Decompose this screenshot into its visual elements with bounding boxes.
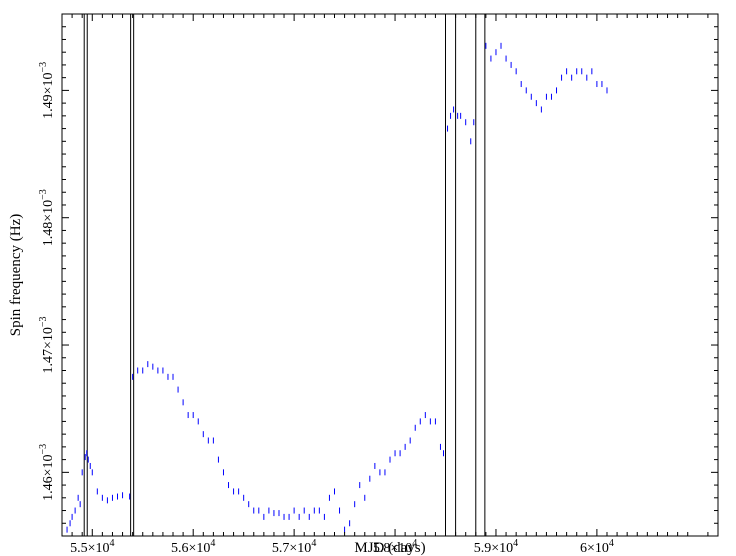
x-tick-label: 6×104 bbox=[580, 538, 614, 556]
y-axis-ticks: 1.46×10−3 1.47×10−3 1.48×10−3 1.49×10−3 bbox=[38, 13, 718, 537]
y-tick-label: 1.47×10−3 bbox=[38, 317, 56, 374]
y-tick-label: 1.49×10−3 bbox=[38, 62, 56, 119]
x-axis-ticks: 5.5×104 5.6×104 5.7×104 5.8×104 5.9×104 6×104 bbox=[61, 14, 719, 556]
y-tick-label: 1.46×10−3 bbox=[38, 444, 56, 501]
glitch-lines bbox=[83, 14, 486, 536]
x-tick-label: 5.5×104 bbox=[70, 538, 114, 556]
data-points bbox=[66, 42, 608, 533]
x-axis-title: MJD (days) bbox=[354, 540, 425, 556]
y-axis-title: Spin frequency (Hz) bbox=[8, 214, 24, 336]
x-tick-label: 5.6×104 bbox=[171, 538, 215, 556]
plot-frame bbox=[61, 13, 719, 537]
y-tick-label: 1.48×10−3 bbox=[38, 189, 56, 246]
x-tick-label: 5.7×104 bbox=[272, 538, 316, 556]
x-tick-label: 5.9×104 bbox=[474, 538, 518, 556]
x-tick-label: 5.8×104 bbox=[373, 538, 417, 556]
